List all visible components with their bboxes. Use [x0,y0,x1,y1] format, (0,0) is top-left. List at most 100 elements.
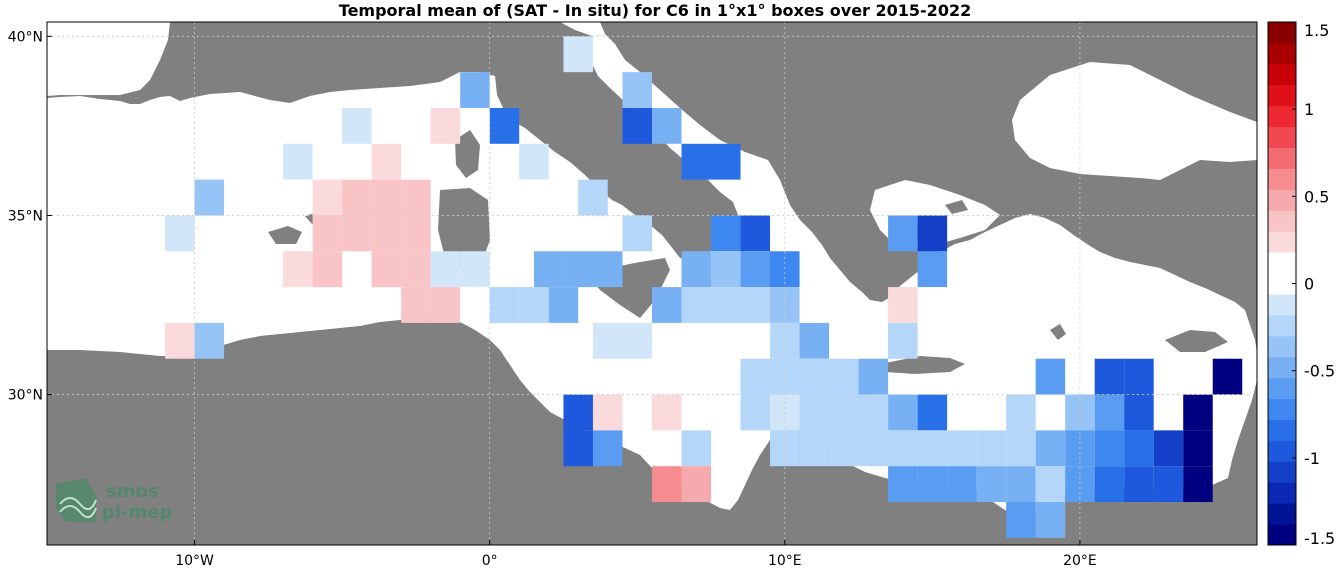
data-cell [489,107,520,144]
data-cell [711,215,741,252]
island-corsica [455,130,480,178]
data-cell [917,251,948,288]
data-cell [681,430,712,467]
colorbar-swatch [1268,189,1296,211]
data-cell [740,394,771,431]
colorbar-swatch [1268,231,1296,253]
lat-tick-label: 30°N [8,388,43,404]
data-cell [1035,466,1066,503]
colorbar-tick-label: 0.5 [1304,187,1329,206]
data-cell [519,287,549,323]
data-cell [711,251,741,288]
colorbar-swatch [1268,22,1296,44]
data-cell [460,251,490,288]
data-cell [947,466,977,503]
data-cell [829,394,859,431]
data-cell [622,107,652,144]
data-cell [740,215,771,252]
data-cell [1183,466,1213,503]
data-cell [799,430,830,467]
colorbar-swatch [1268,461,1296,483]
black-sea [1012,62,1257,180]
colorbar-swatch [1268,293,1296,316]
colorbar-tick-label: -0.5 [1304,362,1335,381]
lon-tick-label: 20°E [1063,553,1097,568]
data-cell [430,287,461,323]
island-crete [880,356,965,374]
data-cell [1006,502,1036,538]
data-cell [622,72,652,108]
data-cell [917,394,948,431]
island-cyprus [1165,330,1228,352]
data-cell [563,251,593,288]
colorbar-swatch [1268,503,1296,525]
island-lesbos [945,200,968,214]
colorbar-swatch [1268,105,1296,128]
colorbar-tick-label: 0 [1304,275,1314,294]
data-cell [371,179,402,216]
data-cell [681,287,712,323]
data-cell [430,251,461,288]
logo-graphic: smos pi-mep [56,478,172,523]
data-cell [740,287,771,323]
data-cell [1006,394,1036,431]
data-cell [519,143,549,180]
colorbar-swatch [1268,314,1296,337]
data-cell [460,72,490,108]
data-cell [592,430,623,467]
lon-tick-label: 10°W [175,553,214,568]
lon-tick-label: 0° [482,553,498,568]
data-cell [976,430,1007,467]
data-cell [888,430,918,467]
data-cell [1035,358,1066,395]
data-cell [1094,358,1125,395]
data-cell [165,215,195,252]
data-cell [799,394,830,431]
data-cell [917,466,948,503]
island-balearic-1 [268,226,302,244]
plot-frame [46,21,1258,546]
data-cell [342,179,372,216]
data-cell [622,322,652,359]
data-cell [1212,358,1243,395]
data-cell [401,179,431,216]
data-cell [401,251,431,288]
colorbar-swatch [1268,377,1296,400]
data-cell [711,287,741,323]
data-cell [681,466,712,503]
colorbar-swatch [1268,42,1296,65]
graticule [47,22,1257,545]
data-cell [799,322,830,359]
data-cell [312,179,343,216]
lon-tick-label: 10°E [768,553,802,568]
data-cell [888,215,918,252]
data-cell [312,251,343,288]
data-cell [770,251,800,288]
data-cell [770,358,800,395]
colorbar: 1.5 1 0.5 0 -0.5 -1 -1.5 [1267,21,1335,548]
data-cell [917,215,948,252]
atlantic-north [47,22,170,96]
colorbar-swatch [1268,398,1296,420]
data-cell [652,394,682,431]
data-cell [1094,430,1125,467]
data-cell [342,107,372,144]
data-cell [976,466,1007,503]
colorbar-swatch [1268,126,1296,149]
data-cell [740,358,771,395]
data-cell [858,394,889,431]
data-cell [194,322,225,359]
data-cell [401,287,431,323]
data-cell [342,215,372,252]
data-cell [1006,430,1036,467]
data-cell [1124,394,1154,431]
data-cell [563,394,593,431]
colorbar-tick-label: 1 [1304,100,1314,119]
island-rhodes [1050,324,1066,340]
data-cell [283,143,313,180]
lat-tick-label: 35°N [8,208,43,224]
data-cell [888,466,918,503]
data-cell [1065,466,1095,503]
data-cell [829,430,859,467]
